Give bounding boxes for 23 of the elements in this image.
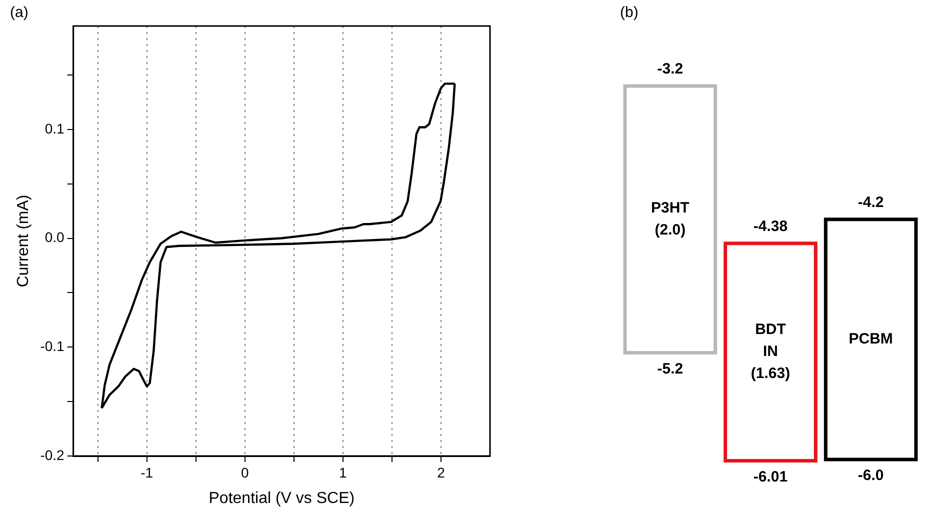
x-tick-label: 1 (339, 464, 348, 480)
text: (1.63) (750, 365, 790, 382)
text: -6.0 (858, 467, 884, 484)
y-tick-label: 0.0 (44, 229, 65, 246)
category-label: PCBM (848, 330, 893, 348)
text: -5.2 (657, 360, 684, 378)
y-tick-label: -0.2 (40, 446, 65, 463)
y-axis-title: Current (mA) (15, 194, 32, 288)
text: -6.01 (753, 468, 788, 486)
chart-title: (a) (10, 4, 28, 22)
category-label: BDT IN (755, 321, 786, 360)
x-axis-title: Potential (V vs SCE) (208, 490, 355, 507)
x-tick-label: 0 (241, 464, 249, 480)
category-label: P3HT (650, 199, 690, 216)
text: (2.0) (654, 221, 686, 238)
x-tick-label: 2 (437, 464, 446, 480)
x-tick-label: -1 (140, 464, 154, 480)
text: (b) (620, 4, 638, 22)
text: -3.2 (657, 60, 684, 78)
text: -4.2 (858, 194, 884, 211)
y-tick-label: 0.1 (44, 120, 65, 136)
text: -4.38 (753, 218, 788, 236)
y-tick-label: -0.1 (40, 338, 65, 354)
